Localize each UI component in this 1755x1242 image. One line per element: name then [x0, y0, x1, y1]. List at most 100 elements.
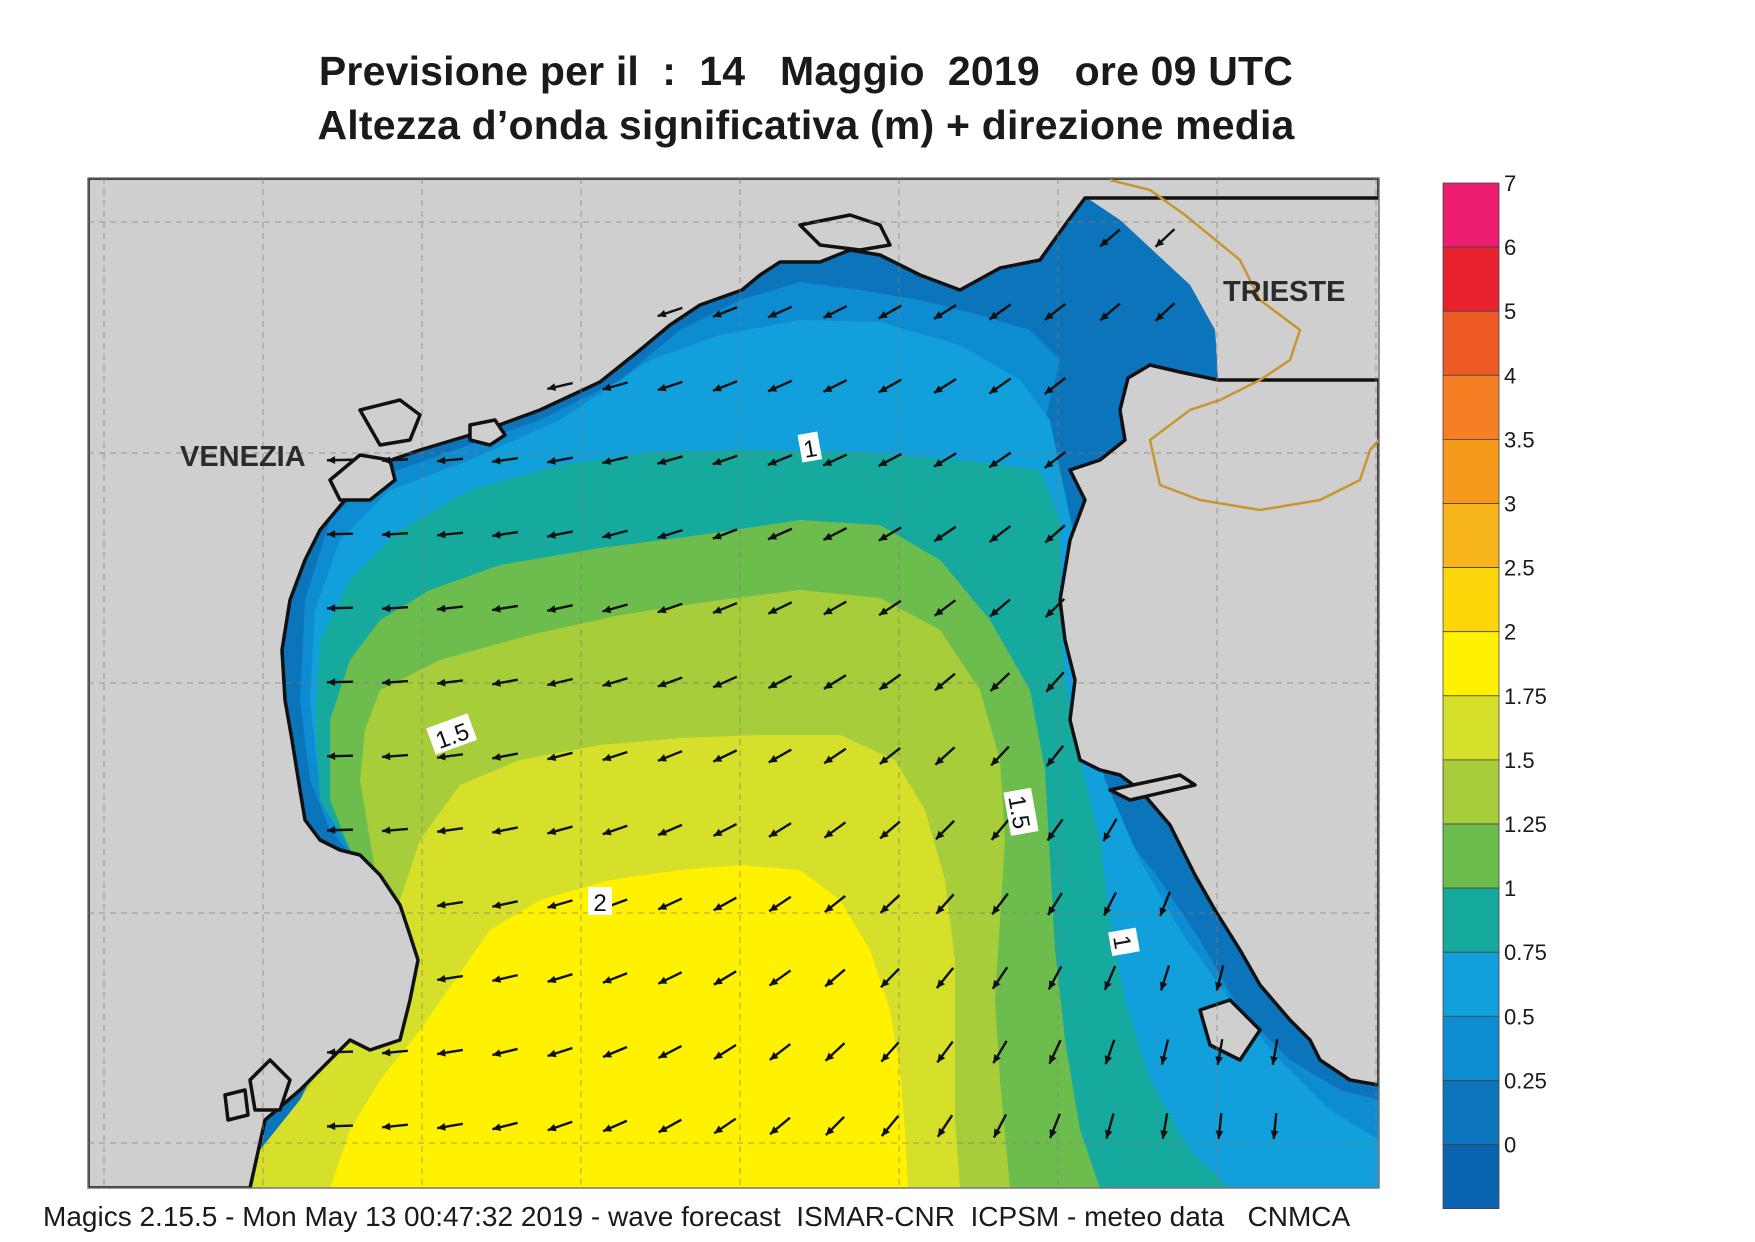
wave-arrow-head — [713, 977, 723, 985]
wave-arrow-head — [658, 976, 668, 984]
wave-arrow-head — [437, 1048, 446, 1057]
wave-arrow-head — [769, 1051, 779, 1060]
graticule — [88, 178, 1379, 1188]
wave-arrow-head — [603, 1050, 612, 1058]
legend-level-label: 1 — [1504, 876, 1516, 901]
wave-arrow-head — [327, 826, 336, 835]
wave-arrow-head — [713, 828, 723, 836]
wave-arrow-head — [767, 458, 777, 466]
wave-arrow-head — [825, 978, 834, 987]
map-panel: 1 1.5 1.5 2 1 VENEZIA TRIESTE — [88, 178, 1379, 1188]
wave-arrow-head — [989, 311, 999, 320]
wave-arrow-head — [768, 829, 778, 837]
wave-arrow-head — [382, 752, 391, 761]
legend-level-label: 0.25 — [1504, 1068, 1547, 1093]
wave-arrow-head — [992, 979, 1001, 989]
wave-arrow-head — [713, 754, 723, 762]
wave-arrow-head — [657, 680, 667, 688]
legend-color-box — [1442, 951, 1500, 1017]
wave-arrow-head — [1100, 312, 1109, 321]
wave-arrow-head — [933, 459, 943, 467]
wave-arrow-head — [768, 755, 778, 763]
wave-arrow-head — [768, 532, 778, 540]
legend-color-box — [1442, 631, 1500, 697]
legend-color-box — [1442, 759, 1500, 825]
land-masses — [88, 178, 1379, 1188]
wave-arrow-head — [881, 1127, 890, 1137]
wave-arrow-head — [1215, 1130, 1224, 1139]
wave-arrow-head — [934, 385, 943, 393]
wave-arrow-head — [935, 830, 945, 840]
wave-arrow-head — [1046, 757, 1055, 767]
wave-arrow-head — [1160, 1055, 1168, 1065]
contour-label-2: 2 — [588, 887, 612, 917]
sea-band-2-2.5 — [330, 865, 908, 1188]
legend-color-box — [1442, 503, 1500, 568]
cres-island-tip — [1198, 998, 1262, 1062]
legend-level-label: 2 — [1504, 620, 1516, 645]
wave-arrow-head — [935, 756, 945, 765]
map-frame — [87, 177, 1380, 1189]
wave-arrow-head — [327, 456, 336, 465]
wave-arrow-head — [825, 1052, 835, 1061]
wave-arrow-head — [937, 1053, 946, 1063]
wave-arrow-head — [437, 456, 446, 465]
svg-text:1: 1 — [1107, 933, 1136, 951]
legend-level-label: 5 — [1504, 299, 1516, 324]
wave-arrow-head — [382, 826, 391, 835]
wave-arrow-head — [823, 384, 833, 392]
wave-arrow-head — [879, 755, 889, 765]
wave-arrow-head — [437, 826, 446, 835]
svg-text:1: 1 — [801, 435, 819, 464]
footer-credits: Magics 2.15.5 - Mon May 13 00:47:32 2019… — [43, 1201, 1351, 1232]
legend-color-box — [1442, 1015, 1500, 1081]
wave-arrow-head — [712, 532, 722, 540]
legend-labels: 7 6 5 4 3.5 3 2.5 2 1.75 1.5 1.25 1 0.75 0.5 0.25 0 — [1504, 171, 1547, 1158]
wave-arrow-head — [937, 1127, 946, 1137]
legend-color-box — [1442, 374, 1500, 440]
wave-arrow-head — [492, 530, 501, 539]
wave-arrow-head — [993, 1054, 1001, 1064]
wave-arrow-head — [1104, 980, 1112, 990]
legend-color-box — [1442, 695, 1500, 761]
wave-arrow-head — [823, 458, 833, 466]
wave-arrow-head — [823, 606, 833, 615]
wave-arrow-head — [1104, 906, 1112, 916]
wave-arrow-head — [547, 531, 556, 539]
svg-text:2: 2 — [593, 890, 606, 917]
wave-arrow-head — [991, 756, 1000, 766]
wave-arrow-head — [602, 827, 612, 836]
wave-arrow-head — [492, 604, 501, 613]
wave-arrow-head — [936, 979, 945, 989]
wave-arrow-head — [1104, 1129, 1113, 1139]
wave-arrow-head — [879, 681, 889, 690]
wave-arrow-head — [880, 978, 890, 988]
wave-arrow-head — [657, 457, 667, 466]
wave-arrow-head — [712, 384, 722, 392]
wave-arrow-head — [825, 1126, 835, 1136]
wave-arrow-head — [880, 830, 889, 839]
wave-arrow-head — [603, 1124, 613, 1132]
wave-arrow-head — [934, 533, 944, 542]
lagoon-island-2 — [358, 398, 422, 447]
color-legend: 7 6 5 4 3.5 3 2.5 2 1.75 1.5 1.25 1 0.75 0.5 0.25 0 — [1442, 171, 1547, 1209]
wave-arrow-head — [1048, 980, 1057, 990]
legend-color-box — [1442, 1080, 1500, 1145]
wave-arrow-head — [547, 679, 557, 687]
wave-arrow-head — [382, 456, 391, 465]
wave-arrow-head — [492, 678, 501, 687]
legend-color-box — [1442, 182, 1500, 248]
istrian-coast — [1058, 363, 1379, 1087]
wave-arrow-head — [547, 1123, 557, 1132]
legend-level-label: 2.5 — [1504, 556, 1535, 581]
wave-arrow-head — [437, 974, 446, 983]
wave-arrow-head — [934, 682, 944, 691]
wave-arrow-head — [768, 606, 778, 614]
wave-arrow-head — [492, 901, 502, 909]
wave-arrow-head — [934, 607, 944, 616]
wave-arrow-head — [880, 904, 890, 913]
map-title-line-2: Altezza d’onda significativa (m) + direz… — [317, 102, 1295, 148]
wave-arrow-head — [602, 679, 612, 688]
wave-arrow-head — [602, 457, 612, 465]
wave-arrow-head — [768, 310, 778, 318]
